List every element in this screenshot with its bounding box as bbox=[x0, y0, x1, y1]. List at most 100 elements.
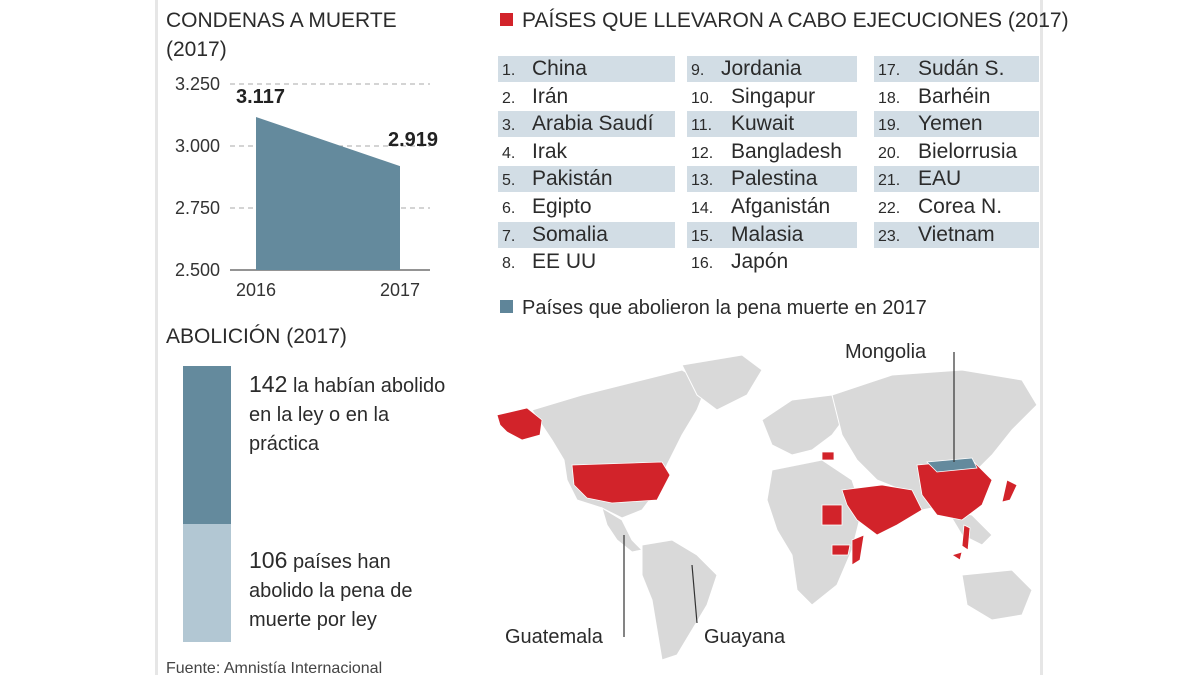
country-row: 18. Barhéin bbox=[874, 84, 1039, 110]
country-rank: 17. bbox=[878, 62, 901, 79]
country-rank: 21. bbox=[878, 172, 901, 190]
country-rank: 14. bbox=[691, 200, 714, 217]
country-rank: 23. bbox=[878, 227, 901, 245]
country-row: 13. Palestina bbox=[687, 166, 857, 193]
label-guayana: Guayana bbox=[704, 626, 786, 648]
country-rank: 10. bbox=[691, 89, 714, 107]
land-australia bbox=[961, 569, 1033, 621]
country-malaysia bbox=[951, 551, 963, 561]
country-alaska bbox=[496, 407, 543, 441]
country-name: EAU bbox=[918, 167, 962, 191]
land-central-america bbox=[601, 506, 644, 553]
x-tick-label: 2016 bbox=[236, 280, 276, 300]
country-name: Jordania bbox=[721, 57, 802, 80]
country-row: 19. Yemen bbox=[874, 111, 1039, 138]
country-row: 22. Corea N. bbox=[874, 194, 1039, 220]
country-row: 9. Jordania bbox=[687, 56, 857, 82]
country-row: 16. Japón bbox=[687, 249, 857, 275]
country-rank: 13. bbox=[691, 172, 714, 190]
country-row: 1. China bbox=[498, 56, 675, 82]
country-rank: 19. bbox=[878, 117, 901, 135]
country-rank: 18. bbox=[878, 89, 901, 107]
blue-legend: Países que abolieron la pena muerte en 2… bbox=[500, 294, 927, 323]
country-mongolia bbox=[926, 457, 978, 473]
country-row: 15. Malasia bbox=[687, 221, 857, 248]
country-rank: 2. bbox=[502, 89, 516, 107]
country-name: Sudán S. bbox=[918, 57, 1005, 80]
country-name: Palestina bbox=[731, 167, 818, 191]
country-south-sudan bbox=[831, 544, 851, 556]
country-rank: 5. bbox=[502, 172, 516, 190]
country-egypt bbox=[821, 504, 843, 526]
country-name: Egipto bbox=[532, 195, 592, 218]
paises-title: PAÍSES QUE LLEVARON A CABO EJECUCIONES (… bbox=[500, 6, 1069, 35]
land-africa bbox=[766, 459, 863, 606]
country-rank: 3. bbox=[502, 117, 516, 135]
country-name: China bbox=[532, 57, 587, 80]
country-usa bbox=[571, 461, 671, 504]
abolicion-title: ABOLICIÓN (2017) bbox=[166, 325, 347, 348]
red-legend-square bbox=[500, 13, 513, 26]
y-tick-label: 2.750 bbox=[175, 198, 220, 218]
abolicion-text-142: 142 la habían abolido en la ley o en la … bbox=[249, 370, 459, 459]
country-rank: 12. bbox=[691, 144, 714, 162]
country-name: Malasia bbox=[731, 222, 804, 246]
country-name: Corea N. bbox=[918, 195, 1003, 218]
country-name: Bangladesh bbox=[731, 139, 842, 163]
country-row: 5. Pakistán bbox=[498, 166, 675, 193]
country-row: 10. Singapur bbox=[687, 84, 857, 110]
country-rank: 6. bbox=[502, 200, 516, 217]
country-name: Barhéin bbox=[918, 84, 991, 108]
country-middle-east bbox=[841, 484, 923, 536]
abolicion-text-106: 106 países han abolido la pena de muerte… bbox=[249, 546, 459, 635]
country-name: Irak bbox=[532, 139, 568, 163]
country-row: 14. Afganistán bbox=[687, 194, 857, 220]
country-row: 12. Bangladesh bbox=[687, 139, 857, 165]
condenas-title: CONDENAS A MUERTE (2017) bbox=[166, 9, 397, 61]
source-note: Fuente: Amnistía Internacional bbox=[166, 660, 383, 677]
country-rank: 22. bbox=[878, 200, 901, 217]
country-name: Singapur bbox=[731, 84, 816, 108]
country-rank: 7. bbox=[502, 227, 516, 245]
map-red-countries bbox=[496, 407, 1018, 566]
country-rank: 11. bbox=[691, 117, 713, 135]
country-row: 6. Egipto bbox=[498, 194, 675, 220]
country-row: 23. Vietnam bbox=[874, 221, 1039, 248]
country-row: 4. Irak bbox=[498, 139, 675, 165]
chart-area-group bbox=[256, 116, 400, 270]
country-name: Pakistán bbox=[532, 167, 613, 191]
land-europe bbox=[761, 394, 848, 456]
leader-guayana bbox=[691, 564, 698, 624]
country-belarus bbox=[821, 451, 835, 461]
map-leader-lines bbox=[623, 352, 955, 637]
country-name: EE UU bbox=[532, 250, 597, 274]
y-tick-label: 2.500 bbox=[175, 260, 220, 280]
condenas-area-chart: 2.500 2.750 3.000 3.250 2016 3.117 2017 2.919 bbox=[175, 74, 438, 300]
country-name: Kuwait bbox=[731, 112, 795, 136]
label-mongolia: Mongolia bbox=[845, 341, 927, 363]
land-south-america bbox=[641, 539, 718, 661]
country-name: Bielorrusia bbox=[918, 139, 1018, 163]
country-row: 2. Irán bbox=[498, 84, 675, 110]
map-blue-countries bbox=[926, 457, 978, 473]
abolicion-bar-142 bbox=[183, 366, 231, 524]
country-row: 3. Arabia Saudí bbox=[498, 111, 675, 138]
left-border bbox=[155, 0, 158, 675]
value-label: 2.919 bbox=[388, 129, 438, 151]
y-tick-label: 3.000 bbox=[175, 136, 220, 156]
abolicion-number-142: 142 bbox=[249, 371, 288, 397]
country-name: Arabia Saudí bbox=[532, 112, 654, 136]
area-series bbox=[256, 116, 400, 270]
country-rank: 4. bbox=[502, 144, 516, 162]
country-name: Vietnam bbox=[918, 222, 995, 246]
world-map bbox=[496, 352, 1038, 661]
abolicion-number-106: 106 bbox=[249, 547, 288, 573]
country-row: 17. Sudán S. bbox=[874, 56, 1039, 82]
right-border bbox=[1040, 0, 1043, 675]
chart-labels: 2016 3.117 2017 2.919 bbox=[236, 86, 438, 300]
country-vietnam bbox=[961, 524, 971, 551]
country-japan bbox=[1001, 479, 1018, 503]
country-name: Somalia bbox=[532, 222, 608, 246]
country-row: 7. Somalia bbox=[498, 221, 675, 248]
value-label: 3.117 bbox=[236, 86, 285, 108]
